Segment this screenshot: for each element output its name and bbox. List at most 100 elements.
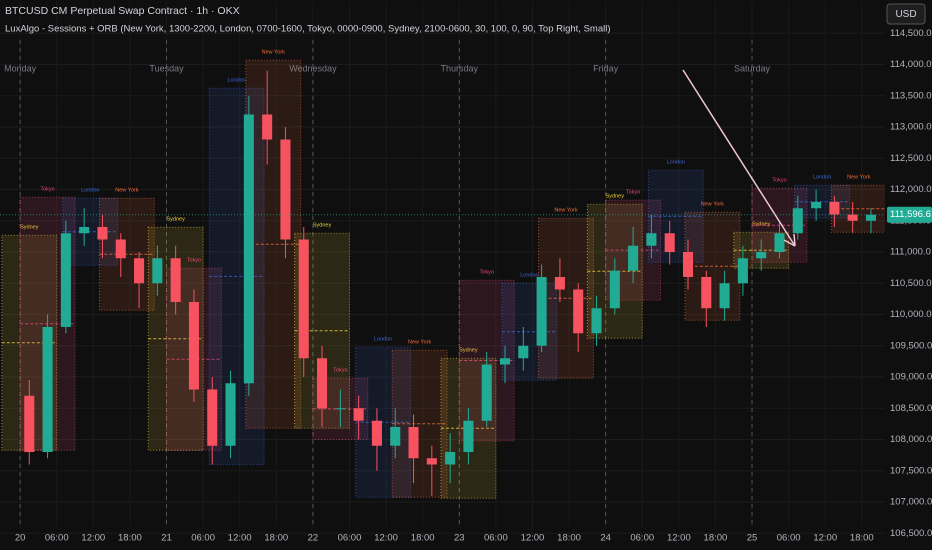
- candle-body: [207, 389, 218, 446]
- session-label: New York: [408, 340, 431, 346]
- day-label: Saturday: [734, 63, 771, 73]
- y-tick-label: 109,000.0: [890, 372, 932, 383]
- x-tick-label: 18:00: [118, 533, 142, 544]
- currency-label[interactable]: USD: [895, 9, 916, 20]
- y-tick-label: 114,000.0: [890, 59, 932, 70]
- y-tick-label: 106,500.0: [890, 528, 932, 539]
- session-label: New York: [115, 188, 138, 194]
- candle-body: [24, 395, 35, 452]
- x-tick-label: 06:00: [630, 533, 654, 544]
- candle-body: [115, 239, 126, 259]
- x-tick-label: 12:00: [521, 533, 545, 544]
- candle-body: [829, 202, 840, 215]
- session-label: Sydney: [459, 348, 478, 354]
- chart-title: BTCUSD CM Perpetual Swap Contract · 1h ·…: [5, 5, 240, 17]
- candle-body: [499, 358, 511, 365]
- session-label: Tokyo: [333, 368, 347, 374]
- candle-body: [792, 208, 803, 234]
- candle-body: [390, 427, 401, 446]
- indicator-label: LuxAlgo - Sessions + ORB (New York, 1300…: [5, 24, 611, 35]
- session-label: London: [81, 188, 99, 194]
- x-tick-label: 23: [454, 533, 465, 544]
- session-label: Tokyo: [187, 258, 201, 264]
- y-tick-label: 108,500.0: [890, 403, 932, 414]
- candle-body: [573, 289, 584, 334]
- x-tick-label: 18:00: [557, 533, 581, 544]
- candle-body: [152, 258, 163, 284]
- candle-body: [756, 252, 767, 259]
- y-tick-label: 109,500.0: [890, 340, 932, 351]
- session-label: London: [813, 175, 831, 181]
- y-tick-label: 110,000.0: [890, 309, 932, 320]
- session-label: London: [520, 273, 538, 279]
- candle-body: [262, 114, 273, 140]
- x-tick-label: 25: [747, 533, 758, 544]
- candle-body: [243, 114, 254, 384]
- day-label: Wednesday: [289, 63, 337, 73]
- candle-body: [646, 233, 657, 246]
- session-label: London: [227, 78, 245, 84]
- candle-body: [225, 383, 236, 446]
- x-tick-label: 12:00: [813, 533, 837, 544]
- day-label: Tuesday: [149, 63, 184, 73]
- candle-body: [371, 420, 382, 446]
- session-label: Tokyo: [626, 190, 640, 196]
- candle-body: [536, 277, 547, 346]
- session-label: New York: [701, 202, 724, 208]
- candle-body: [188, 302, 199, 390]
- currency-button[interactable]: [886, 3, 926, 25]
- day-label: Friday: [593, 63, 619, 73]
- y-tick-label: 107,500.0: [890, 465, 932, 476]
- x-tick-label: 24: [600, 533, 611, 544]
- x-tick-label: 18:00: [264, 533, 288, 544]
- candle-body: [170, 258, 181, 302]
- x-tick-label: 21: [161, 533, 172, 544]
- y-tick-label: 114,500.0: [890, 28, 932, 39]
- session-label: London: [667, 160, 685, 166]
- day-label: Monday: [4, 63, 37, 73]
- candle-body: [97, 227, 108, 240]
- candle-body: [719, 283, 730, 309]
- price-axis-panel: [885, 0, 932, 550]
- x-tick-label: 12:00: [228, 533, 252, 544]
- grid: Monday Tuesday Wednesday Thursday Friday Satu…: [0, 2, 885, 534]
- last-price-tag: [887, 206, 932, 223]
- candle-body: [317, 358, 328, 409]
- candle-body: [481, 364, 492, 421]
- candle-body: [865, 214, 877, 221]
- session-label: Sydney: [752, 222, 771, 228]
- candle-body: [445, 452, 456, 465]
- x-tick-label: 12:00: [667, 533, 691, 544]
- candle-body: [609, 270, 620, 309]
- candle-body: [353, 408, 364, 421]
- candles: [24, 70, 877, 496]
- candle-body: [134, 258, 145, 284]
- candle-body: [591, 308, 602, 334]
- candle-body: [701, 277, 712, 309]
- y-tick-label: 108,000.0: [890, 434, 932, 445]
- session-label: Sydney: [20, 225, 39, 231]
- candle-body: [518, 345, 529, 359]
- x-tick-label: 06:00: [45, 533, 69, 544]
- y-tick-label: 112,000.0: [890, 184, 932, 195]
- candle-body: [811, 202, 822, 209]
- candle-body: [628, 245, 639, 271]
- candle-body: [79, 227, 90, 234]
- x-tick-label: 18:00: [704, 533, 728, 544]
- x-tick-label: 12:00: [374, 533, 398, 544]
- session-label: New York: [554, 208, 577, 214]
- candle-body: [408, 427, 419, 459]
- y-tick-label: 111,000.0: [890, 247, 931, 258]
- y-tick-label: 110,500.0: [890, 278, 932, 289]
- candle-body: [682, 252, 694, 277]
- last-price-label: 111,596.6: [890, 209, 931, 220]
- session-label: Sydney: [166, 217, 185, 223]
- y-tick-label: 112,500.0: [890, 153, 932, 164]
- arrow-head: [783, 233, 796, 247]
- session-label: New York: [847, 175, 870, 181]
- candle-body: [42, 327, 53, 452]
- session-label: London: [374, 337, 392, 343]
- x-tick-label: 06:00: [338, 533, 362, 544]
